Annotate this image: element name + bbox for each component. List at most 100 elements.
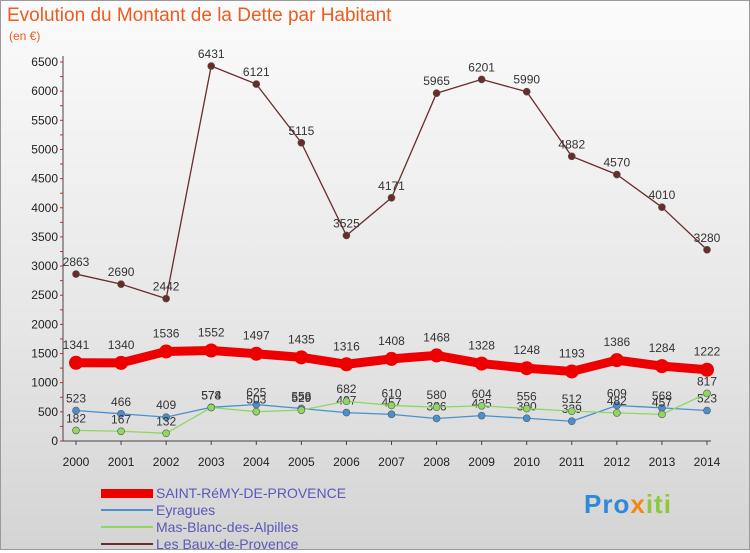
data-label-saint-r-my-de-provence: 1468 — [423, 330, 450, 344]
x-tick-label: 2000 — [63, 455, 90, 469]
data-point-les-baux-de-provence — [567, 152, 576, 161]
data-point-eyragues — [162, 413, 170, 421]
data-point-saint-r-my-de-provence — [609, 353, 624, 368]
data-label-les-baux-de-provence: 5990 — [513, 73, 540, 87]
data-label-mas-blanc-des-alpilles: 182 — [66, 411, 86, 425]
y-tick-label: 3500 — [31, 230, 58, 244]
y-tick-label: 500 — [38, 405, 58, 419]
data-point-eyragues — [477, 411, 486, 420]
data-label-mas-blanc-des-alpilles: 682 — [336, 382, 356, 396]
data-label-saint-r-my-de-provence: 1497 — [243, 329, 270, 343]
data-label-les-baux-de-provence: 6431 — [198, 47, 225, 61]
x-tick-label: 2014 — [694, 455, 721, 469]
legend-label: SAINT-RéMY-DE-PROVENCE — [156, 485, 347, 501]
x-tick-label: 2011 — [559, 455, 585, 469]
data-point-mas-blanc-des-alpilles — [658, 410, 666, 419]
data-label-saint-r-my-de-provence: 1316 — [333, 339, 360, 353]
data-label-mas-blanc-des-alpilles: 529 — [291, 391, 311, 405]
data-label-mas-blanc-des-alpilles: 482 — [607, 394, 627, 408]
y-tick-label: 6000 — [31, 84, 58, 98]
data-point-mas-blanc-des-alpilles — [703, 389, 711, 398]
data-point-saint-r-my-de-provence — [700, 362, 714, 377]
data-label-mas-blanc-des-alpilles: 132 — [156, 414, 176, 428]
data-label-les-baux-de-provence: 2690 — [108, 265, 135, 279]
y-tick-label: 2500 — [31, 288, 58, 302]
data-point-les-baux-de-provence — [252, 80, 261, 88]
line-chart: 0 500 1000 1500 2000 2500 3000 3500 4000 4500 5000… — [31, 47, 721, 469]
data-point-saint-r-my-de-provence — [114, 355, 129, 370]
data-point-eyragues — [432, 414, 441, 423]
data-point-les-baux-de-provence — [297, 138, 306, 147]
legend-label: Les Baux-de-Provence — [156, 536, 299, 552]
chart-title: Evolution du Montant de la Dette par Hab… — [7, 5, 392, 26]
data-label-saint-r-my-de-provence: 1340 — [108, 338, 135, 352]
data-label-les-baux-de-provence: 4171 — [378, 179, 405, 193]
data-label-les-baux-de-provence: 6121 — [243, 65, 270, 79]
y-tick-label: 4500 — [31, 172, 58, 186]
y-tick-label: 1000 — [31, 376, 58, 390]
x-tick-label: 2002 — [153, 455, 180, 469]
x-tick-label: 2013 — [649, 455, 676, 469]
data-label-saint-r-my-de-provence: 1284 — [649, 341, 676, 355]
unit-label: (en €) — [9, 29, 41, 43]
data-point-les-baux-de-provence — [117, 280, 125, 288]
x-tick-label: 2003 — [198, 455, 225, 469]
y-tick-label: 6500 — [31, 55, 58, 69]
data-point-eyragues — [72, 406, 80, 415]
legend-swatch — [101, 488, 153, 498]
y-tick-label: 1500 — [31, 347, 58, 361]
data-point-saint-r-my-de-provence — [474, 356, 489, 371]
data-point-saint-r-my-de-provence — [69, 355, 83, 370]
data-label-saint-r-my-de-provence: 1193 — [559, 346, 585, 360]
data-label-saint-r-my-de-provence: 1386 — [604, 335, 631, 349]
data-point-saint-r-my-de-provence — [564, 364, 579, 379]
data-point-eyragues — [703, 406, 711, 415]
data-point-mas-blanc-des-alpilles — [207, 403, 216, 412]
data-label-eyragues: 558 — [291, 389, 311, 403]
data-label-les-baux-de-provence: 5115 — [288, 124, 314, 138]
legend-swatch — [101, 543, 153, 545]
x-tick-label: 2010 — [513, 455, 540, 469]
data-point-mas-blanc-des-alpilles — [297, 406, 306, 414]
data-label-les-baux-de-provence: 2442 — [153, 280, 180, 294]
x-tick-label: 2001 — [108, 455, 135, 469]
data-label-mas-blanc-des-alpilles: 817 — [697, 374, 717, 388]
data-point-les-baux-de-provence — [162, 294, 170, 303]
y-tick-label: 5000 — [31, 142, 58, 156]
data-label-eyragues: 578 — [201, 388, 221, 402]
data-label-les-baux-de-provence: 4882 — [558, 137, 585, 151]
data-point-mas-blanc-des-alpilles — [613, 409, 621, 417]
data-point-les-baux-de-provence — [658, 203, 666, 211]
x-tick-label: 2004 — [243, 455, 270, 469]
data-label-saint-r-my-de-provence: 1552 — [198, 326, 225, 340]
data-label-mas-blanc-des-alpilles: 503 — [246, 393, 266, 407]
data-label-les-baux-de-provence: 3280 — [694, 231, 721, 245]
data-label-mas-blanc-des-alpilles: 457 — [652, 395, 672, 409]
legend-swatch — [101, 526, 153, 528]
data-point-eyragues — [567, 417, 576, 426]
data-point-saint-r-my-de-provence — [429, 348, 444, 363]
data-point-mas-blanc-des-alpilles — [252, 407, 261, 416]
data-point-saint-r-my-de-provence — [384, 351, 399, 366]
data-label-mas-blanc-des-alpilles: 574 — [201, 389, 221, 403]
data-label-les-baux-de-provence: 2863 — [63, 255, 90, 269]
data-point-mas-blanc-des-alpilles — [72, 426, 80, 435]
x-tick-label: 2009 — [468, 455, 495, 469]
data-label-saint-r-my-de-provence: 1328 — [468, 339, 495, 353]
data-point-les-baux-de-provence — [72, 270, 80, 278]
y-tick-label: 5500 — [31, 113, 58, 127]
data-label-saint-r-my-de-provence: 1536 — [153, 326, 180, 340]
data-point-eyragues — [613, 401, 621, 410]
data-label-eyragues: 609 — [607, 386, 627, 400]
data-point-saint-r-my-de-provence — [654, 359, 669, 374]
x-tick-label: 2006 — [333, 455, 360, 469]
y-tick-label: 2000 — [31, 317, 58, 331]
data-point-les-baux-de-provence — [613, 170, 621, 179]
data-label-eyragues: 568 — [652, 389, 672, 403]
data-point-mas-blanc-des-alpilles — [342, 397, 351, 406]
data-label-les-baux-de-provence: 6201 — [468, 60, 495, 74]
legend-swatch — [101, 509, 153, 511]
data-point-mas-blanc-des-alpilles — [477, 401, 486, 410]
data-label-les-baux-de-provence: 4010 — [649, 188, 676, 202]
